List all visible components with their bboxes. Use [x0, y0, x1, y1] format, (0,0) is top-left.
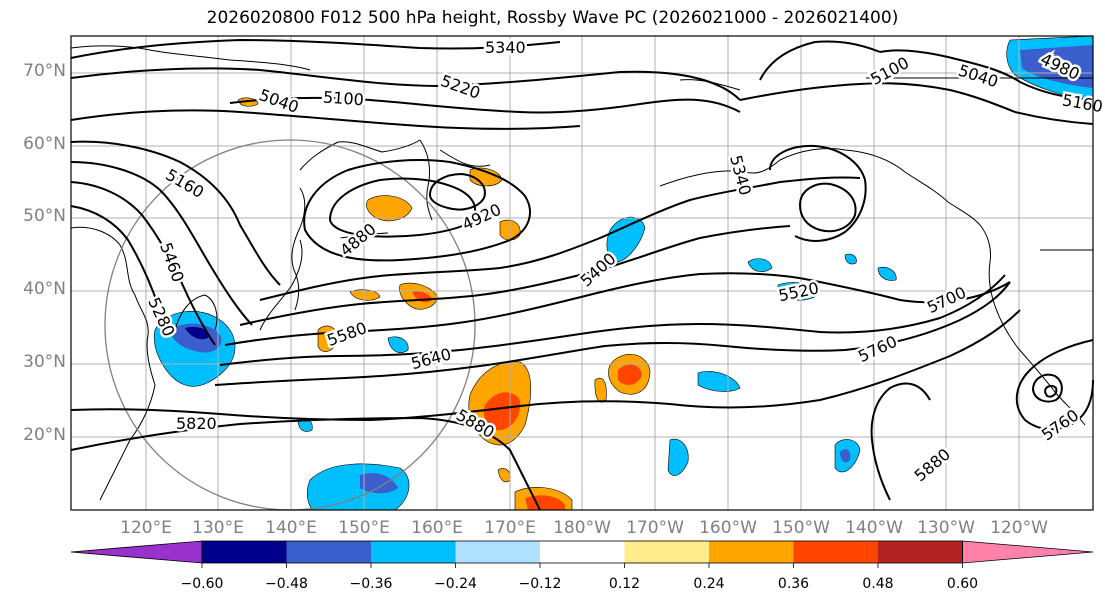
contour-label: 5160 — [162, 165, 207, 202]
lat-label-70n: 70°N — [23, 61, 66, 81]
contour-label: 5340 — [485, 38, 526, 57]
contour-label: 5700 — [924, 283, 969, 317]
map-title: 2026020800 F012 500 hPa height, Rossby W… — [206, 8, 899, 28]
colorbar-segment — [455, 541, 540, 563]
map-frame — [70, 35, 1094, 511]
lon-label: 120°E — [120, 518, 172, 538]
lon-label: 170°W — [626, 518, 684, 538]
contour-label: 5460 — [156, 240, 188, 285]
colorbar-segment — [202, 541, 287, 563]
lat-label-20n: 20°N — [23, 425, 66, 445]
lon-label: 140°E — [265, 518, 317, 538]
lon-label: 140°W — [845, 518, 903, 538]
lon-label: 130°E — [192, 518, 244, 538]
colorbar-tick-label: 0.12 — [608, 576, 641, 592]
height-contours — [70, 38, 1094, 511]
colorbar-segment — [624, 541, 709, 563]
lon-label: 160°W — [699, 518, 757, 538]
colorbar-segment — [286, 541, 371, 563]
contour-label: 5880 — [911, 445, 954, 486]
lon-label: 160°E — [411, 518, 463, 538]
colorbar-segment — [709, 541, 794, 563]
contour-label: 4920 — [459, 200, 504, 234]
contour-label: 4880 — [336, 219, 379, 260]
coastlines — [70, 45, 1093, 501]
lon-label: 120°W — [990, 518, 1048, 538]
lon-label: 130°W — [917, 518, 975, 538]
lon-label: 170°E — [484, 518, 536, 538]
colorbar-tick-label: −0.12 — [518, 576, 562, 592]
colorbar-tick-label: 0.24 — [693, 576, 725, 592]
lat-label-60n: 60°N — [23, 134, 66, 154]
contour-label: 5580 — [324, 318, 369, 350]
colorbar-segment — [371, 541, 456, 563]
contour-label: 5220 — [438, 71, 483, 103]
colorbar-tick-label: −0.60 — [180, 576, 224, 592]
lat-label-50n: 50°N — [23, 206, 66, 226]
colorbar-segment — [540, 541, 625, 563]
lat-label-30n: 30°N — [23, 352, 66, 372]
colorbar-tick-label: 0.60 — [946, 576, 979, 592]
lat-label-40n: 40°N — [23, 279, 66, 299]
colorbar-tick-label: 0.36 — [777, 576, 810, 592]
contour-label: 5040 — [257, 85, 302, 117]
contour-label: 5760 — [855, 332, 900, 366]
colorbar-tick-label: 0.48 — [862, 576, 894, 592]
lon-label: 150°W — [772, 518, 830, 538]
contour-label: 5160 — [1061, 90, 1104, 116]
contour-label: 5760 — [1038, 406, 1082, 445]
contour-label: 5100 — [322, 87, 364, 109]
colorbar-tick-label: −0.48 — [265, 576, 308, 592]
colorbar-extend-right — [962, 540, 1094, 564]
contour-label: 5640 — [409, 344, 453, 373]
colorbar-segment — [878, 541, 963, 563]
lon-label: 180°W — [553, 518, 611, 538]
contour-label: 5520 — [777, 278, 821, 305]
lon-label: 150°E — [338, 518, 390, 538]
contour-label: 5040 — [956, 61, 1001, 92]
contour-label: 5820 — [176, 414, 217, 433]
colorbar — [70, 540, 1094, 568]
colorbar-tick-label: −0.24 — [434, 576, 477, 592]
colorbar-extend-left — [70, 540, 203, 564]
colorbar-tick-label: −0.36 — [349, 576, 393, 592]
colorbar-segment — [793, 541, 878, 563]
